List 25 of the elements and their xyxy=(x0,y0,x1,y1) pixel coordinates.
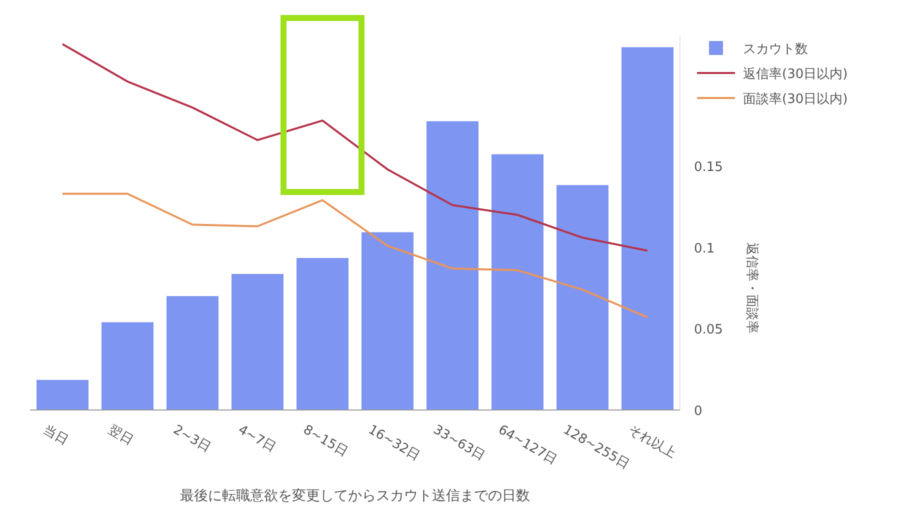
y2-tick-label: 0.15 xyxy=(694,160,723,176)
bar xyxy=(556,185,608,410)
y2-tick-label: 0.05 xyxy=(694,322,723,338)
x-tick-label: 4~7日 xyxy=(236,422,278,456)
x-tick-label: 当日 xyxy=(40,422,71,448)
bar xyxy=(296,258,348,410)
bar xyxy=(102,322,154,410)
x-tick-label: 翌日 xyxy=(106,422,136,448)
bar xyxy=(362,232,414,410)
bar xyxy=(426,121,478,410)
line-series xyxy=(62,192,648,318)
legend-label: 面談率(30日以内) xyxy=(743,91,848,107)
y2-tick-label: 0.1 xyxy=(694,241,715,256)
x-axis-title: 最後に転職意欲を変更してからスカウト送信までの日数 xyxy=(180,488,530,504)
bar xyxy=(492,154,544,410)
line-series xyxy=(62,43,648,252)
legend-label: 返信率(30日以内) xyxy=(743,66,848,82)
bar xyxy=(622,47,674,410)
bar xyxy=(36,380,88,410)
y2-axis-title: 返信率・面談率 xyxy=(744,242,760,334)
bar xyxy=(166,296,218,410)
bar xyxy=(232,274,284,410)
x-tick-label: 2~3日 xyxy=(170,422,214,456)
legend-label: スカウト数 xyxy=(743,42,808,57)
y2-tick-label: 0 xyxy=(694,404,702,419)
